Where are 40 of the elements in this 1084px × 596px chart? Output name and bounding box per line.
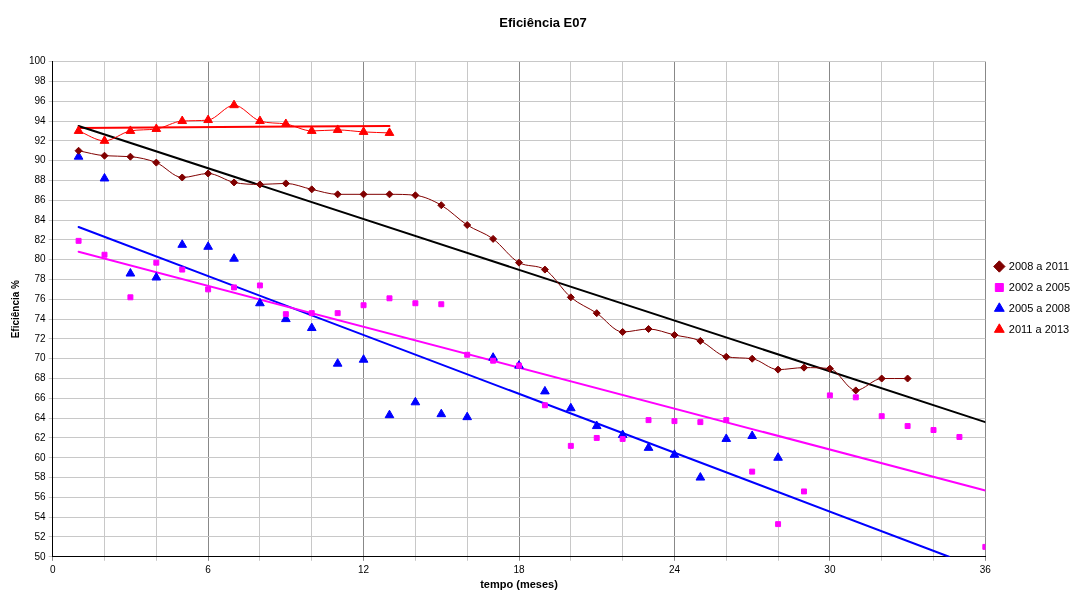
x-tick-label: 24 xyxy=(668,563,681,575)
y-tick-label: 66 xyxy=(34,392,47,404)
y-tick-label: 68 xyxy=(34,372,47,384)
chart-title: Eficiência E07 xyxy=(499,15,587,31)
y-tick-label: 50 xyxy=(34,550,47,562)
y-tick-label: 98 xyxy=(34,75,47,87)
y-tick-label: 84 xyxy=(34,213,47,225)
legend-label: 2005 a 2008 xyxy=(1008,301,1070,314)
y-tick-label: 86 xyxy=(34,194,47,206)
x-axis-title: tempo (meses) xyxy=(480,578,559,591)
y-tick-label: 96 xyxy=(34,94,47,106)
y-tick-label: 54 xyxy=(34,510,47,522)
y-tick-label: 78 xyxy=(34,273,47,285)
y-tick-label: 74 xyxy=(34,312,47,324)
legend-label: 2002 a 2005 xyxy=(1008,280,1070,293)
y-tick-label: 82 xyxy=(34,233,47,245)
y-tick-label: 100 xyxy=(29,55,47,67)
y-tick-label: 60 xyxy=(34,451,47,463)
y-tick-label: 64 xyxy=(34,411,47,423)
legend-label: 2008 a 2011 xyxy=(1008,259,1070,272)
y-tick-label: 52 xyxy=(34,530,47,542)
y-tick-label: 88 xyxy=(34,174,47,186)
y-tick-label: 80 xyxy=(34,253,47,265)
y-tick-label: 62 xyxy=(34,431,47,443)
y-tick-label: 90 xyxy=(34,154,47,166)
y-tick-label: 92 xyxy=(34,134,47,146)
y-tick-label: 94 xyxy=(34,114,47,126)
x-tick-label: 36 xyxy=(979,563,992,575)
y-tick-label: 72 xyxy=(34,332,47,344)
x-tick-label: 0 xyxy=(49,563,56,575)
y-tick-label: 70 xyxy=(34,352,47,364)
y-tick-label: 58 xyxy=(34,471,47,483)
y-tick-label: 76 xyxy=(34,293,47,305)
legend-label: 2011 a 2013 xyxy=(1008,322,1070,335)
x-tick-label: 18 xyxy=(513,563,526,575)
x-tick-label: 12 xyxy=(358,563,370,575)
x-tick-label: 6 xyxy=(205,563,212,575)
y-axis-title: Eficiência % xyxy=(9,279,21,339)
x-tick-label: 30 xyxy=(824,563,836,575)
y-tick-label: 56 xyxy=(34,491,47,503)
